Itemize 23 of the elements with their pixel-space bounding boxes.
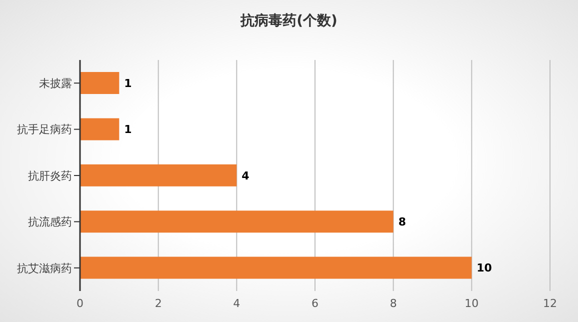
- bar: [80, 164, 237, 186]
- bar: [80, 256, 472, 279]
- x-tick-label: 4: [233, 296, 240, 310]
- data-label: 8: [398, 216, 406, 229]
- y-tick-label: 抗肝炎药: [28, 169, 72, 182]
- y-tick-label: 抗艾滋病药: [17, 262, 72, 275]
- x-tick-label: 2: [154, 296, 162, 310]
- data-label: 1: [124, 123, 132, 136]
- bar: [80, 118, 120, 140]
- data-label: 1: [124, 76, 132, 90]
- y-tick-label: 未披露: [39, 77, 72, 90]
- y-tick-label: 抗流感药: [28, 216, 72, 229]
- data-label: 10: [476, 262, 492, 275]
- x-tick-label: 6: [312, 296, 318, 310]
- x-tick-label: 12: [543, 296, 557, 310]
- x-tick-label: 0: [76, 296, 84, 310]
- chart-title: 抗病毒药(个数): [239, 12, 338, 30]
- x-tick-label: 8: [390, 296, 397, 310]
- bar: [80, 72, 120, 94]
- data-label: 4: [242, 169, 250, 182]
- bar: [80, 210, 394, 233]
- y-tick-label: 抗手足病药: [17, 123, 72, 136]
- x-tick-label: 10: [464, 296, 479, 310]
